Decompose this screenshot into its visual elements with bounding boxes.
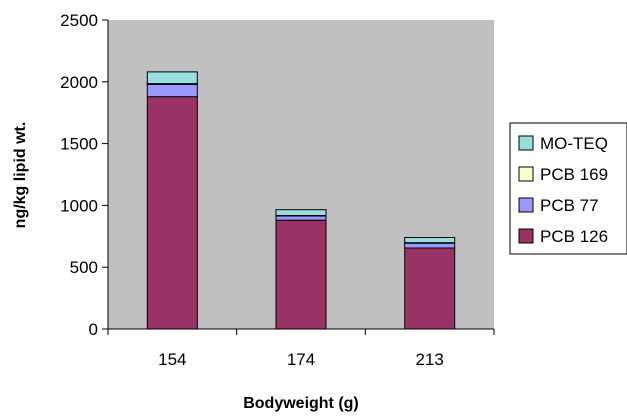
legend-swatch-pcb-126 xyxy=(519,229,533,243)
bar-segment-pcb-77-213 xyxy=(405,243,455,248)
bar-segment-pcb-126-174 xyxy=(276,220,326,329)
y-tick-label: 0 xyxy=(89,320,98,339)
bar-segment-pcb-126-154 xyxy=(147,97,197,329)
y-axis-title: ng/kg lipid wt. xyxy=(12,122,29,229)
legend: MO-TEQ PCB 169 PCB 77 PCB 126 xyxy=(510,123,627,254)
y-tick-label: 1500 xyxy=(60,135,98,154)
y-tick-label: 2500 xyxy=(60,11,98,30)
bar-segment-mo-teq-174 xyxy=(276,210,326,216)
bar-segment-mo-teq-213 xyxy=(405,238,455,243)
legend-swatch-mo-teq xyxy=(519,136,533,150)
bar-segment-pcb-126-213 xyxy=(405,248,455,329)
bar-segment-pcb-77-174 xyxy=(276,216,326,220)
bar-segment-pcb-77-154 xyxy=(147,84,197,96)
legend-swatch-pcb-77 xyxy=(519,198,533,212)
legend-label-pcb-169: PCB 169 xyxy=(540,165,608,184)
x-tick-label: 174 xyxy=(287,350,315,369)
y-tick-label: 2000 xyxy=(60,73,98,92)
legend-label-mo-teq: MO-TEQ xyxy=(540,134,608,153)
bar-segment-mo-teq-154 xyxy=(147,72,197,84)
y-tick-label: 1000 xyxy=(60,196,98,215)
x-tick-label: 154 xyxy=(158,350,186,369)
legend-label-pcb-126: PCB 126 xyxy=(540,227,608,246)
legend-swatch-pcb-169 xyxy=(519,167,533,181)
legend-label-pcb-77: PCB 77 xyxy=(540,196,599,215)
y-tick-label: 500 xyxy=(70,258,98,277)
x-axis-title: Bodyweight (g) xyxy=(243,395,359,412)
x-tick-label: 213 xyxy=(415,350,443,369)
